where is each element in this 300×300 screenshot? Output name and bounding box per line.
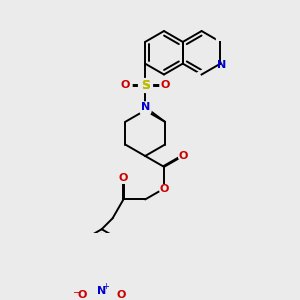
Text: O: O [119,173,128,183]
Text: O: O [159,184,169,194]
Text: S: S [141,79,150,92]
Text: −: − [73,288,81,298]
Text: O: O [160,80,169,90]
Text: O: O [178,151,188,161]
Text: O: O [116,290,126,300]
Text: S: S [141,79,150,92]
Text: O: O [121,80,130,90]
Text: N: N [140,102,150,112]
Text: O: O [78,290,87,300]
Text: N: N [97,286,106,296]
Text: N: N [218,60,226,70]
Text: +: + [102,282,109,291]
